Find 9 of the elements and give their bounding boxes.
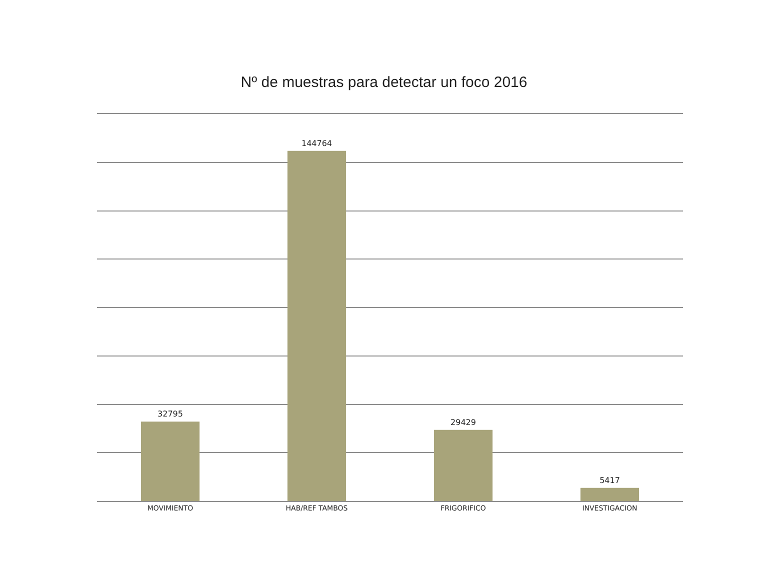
bar bbox=[287, 150, 346, 501]
bar bbox=[434, 430, 493, 501]
bar bbox=[140, 422, 200, 501]
data-label: 5417 bbox=[600, 476, 620, 485]
data-label: 32795 bbox=[158, 410, 183, 419]
bar bbox=[580, 488, 640, 501]
data-label: 144764 bbox=[301, 138, 332, 148]
data-label: 29429 bbox=[450, 418, 476, 427]
chart-title: Nº de muestras para detectar un foco 2016 bbox=[240, 74, 528, 92]
